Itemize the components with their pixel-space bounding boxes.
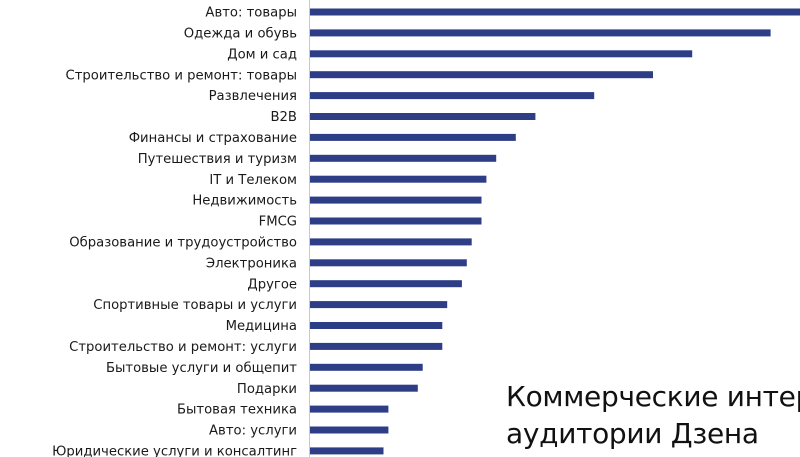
bar: [310, 363, 423, 371]
bar: [310, 405, 389, 413]
category-label: Финансы и страхование: [129, 131, 297, 146]
category-label: Образование и трудоустройство: [69, 235, 297, 251]
bar: [310, 92, 595, 100]
bar: [310, 322, 443, 329]
bar: [310, 217, 482, 225]
category-label: B2B: [271, 110, 298, 125]
category-label: Электроника: [206, 256, 297, 271]
category-label: Строительство и ремонт: услуги: [69, 340, 297, 355]
bar: [310, 301, 448, 309]
bar: [310, 196, 482, 204]
caption-line-2: аудитории Дзена: [506, 417, 759, 450]
category-label: IT и Телеком: [209, 173, 297, 188]
category-label: Развлечения: [209, 89, 297, 104]
bar: [310, 342, 443, 350]
category-label: Путешествия и туризм: [138, 152, 297, 167]
category-label: Дом и сад: [227, 47, 297, 62]
category-label: Другое: [247, 277, 297, 292]
bar: [310, 71, 653, 79]
category-labels: Авто: товары Одежда и обувь Дом и сад Строи…: [52, 6, 297, 457]
chart-caption: Коммерческие интер аудитории Дзена: [506, 378, 800, 452]
category-label: Спортивные товары и услуги: [93, 298, 297, 313]
category-label: Авто: товары: [205, 6, 297, 21]
bars: [310, 8, 800, 455]
bar: [310, 50, 693, 58]
bar: [310, 29, 771, 37]
bar: [310, 8, 800, 16]
bar: [310, 426, 389, 434]
category-label: Строительство и ремонт: товары: [66, 68, 297, 83]
bar: [310, 447, 384, 455]
category-label: Недвижимость: [192, 194, 297, 209]
category-label: Юридические услуги и консалтинг: [52, 445, 297, 457]
bar: [310, 384, 418, 392]
bar: [310, 259, 467, 267]
bar: [310, 133, 516, 141]
caption-line-1: Коммерческие интер: [506, 380, 800, 413]
category-label: Одежда и обувь: [184, 26, 297, 42]
category-label: Бытовая техника: [177, 403, 297, 418]
category-label: FMCG: [259, 215, 297, 230]
category-label: Бытовые услуги и общепит: [106, 360, 297, 376]
bar: [310, 238, 472, 246]
bar: [310, 113, 536, 120]
bar: [310, 154, 497, 162]
category-label: Подарки: [237, 382, 297, 397]
bar: [310, 280, 462, 288]
bar: [310, 175, 487, 183]
category-label: Авто: услуги: [209, 424, 297, 439]
category-label: Медицина: [226, 319, 297, 334]
